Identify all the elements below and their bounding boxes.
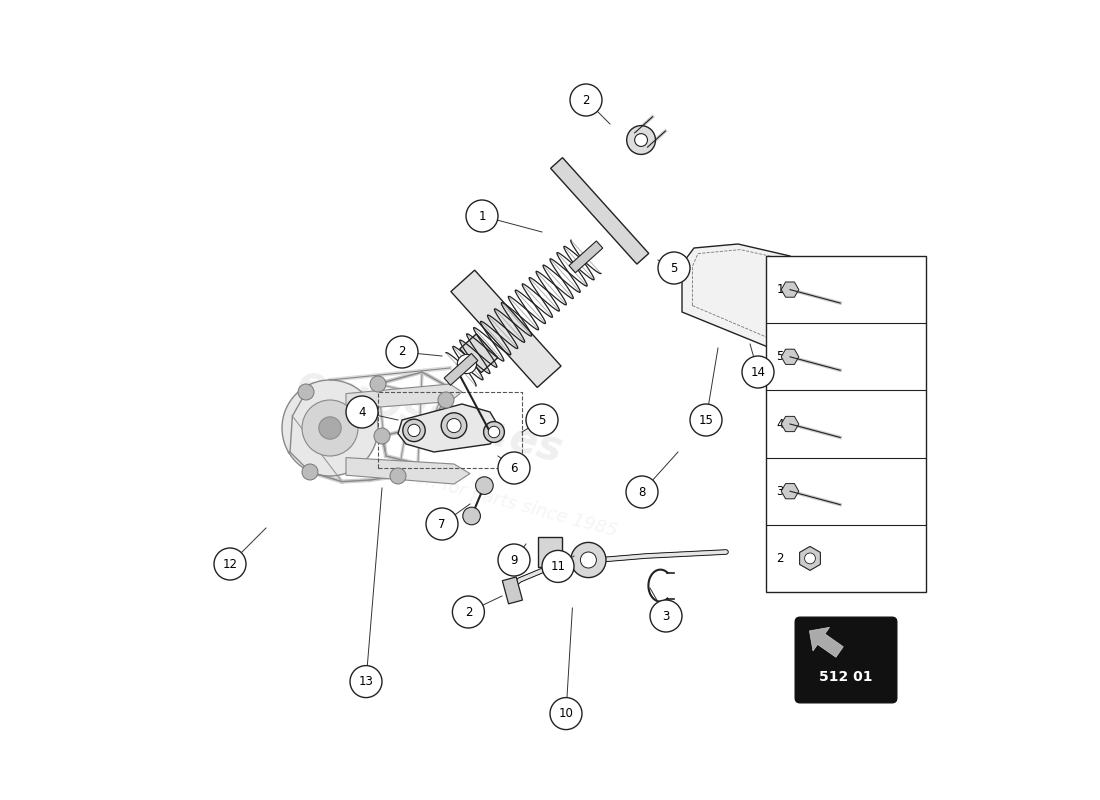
Polygon shape — [451, 270, 561, 387]
Text: 6: 6 — [510, 462, 518, 474]
Circle shape — [438, 392, 454, 408]
Circle shape — [626, 476, 658, 508]
Polygon shape — [460, 334, 498, 373]
FancyBboxPatch shape — [795, 618, 896, 702]
Text: 11: 11 — [550, 560, 565, 573]
Text: 5: 5 — [777, 350, 784, 363]
Circle shape — [408, 424, 420, 437]
Text: a passion for parts since 1985: a passion for parts since 1985 — [352, 452, 619, 540]
Polygon shape — [781, 416, 799, 432]
Circle shape — [458, 354, 476, 374]
Polygon shape — [551, 158, 649, 264]
Text: 7: 7 — [438, 518, 446, 530]
Circle shape — [526, 404, 558, 436]
FancyBboxPatch shape — [766, 256, 926, 592]
Circle shape — [542, 550, 574, 582]
Circle shape — [550, 698, 582, 730]
Text: 13: 13 — [359, 675, 373, 688]
Text: 2: 2 — [582, 94, 590, 106]
Polygon shape — [781, 282, 799, 298]
Polygon shape — [800, 546, 821, 570]
Circle shape — [386, 336, 418, 368]
Text: 4: 4 — [777, 418, 784, 430]
Text: 15: 15 — [698, 414, 714, 426]
Text: eurospar.es: eurospar.es — [293, 360, 568, 472]
Circle shape — [571, 542, 606, 578]
Polygon shape — [346, 458, 470, 484]
Text: 12: 12 — [222, 558, 238, 570]
Circle shape — [498, 544, 530, 576]
Circle shape — [298, 384, 314, 400]
Circle shape — [370, 376, 386, 392]
Circle shape — [581, 552, 596, 568]
Text: 2: 2 — [464, 606, 472, 618]
Polygon shape — [398, 404, 502, 452]
Polygon shape — [503, 577, 522, 604]
Circle shape — [463, 507, 481, 525]
Polygon shape — [781, 349, 799, 365]
Circle shape — [742, 356, 774, 388]
Text: 2: 2 — [398, 346, 406, 358]
Text: 10: 10 — [559, 707, 573, 720]
Text: 3: 3 — [777, 485, 784, 498]
Text: 2: 2 — [777, 552, 784, 565]
Text: 3: 3 — [662, 610, 670, 622]
Circle shape — [214, 548, 246, 580]
Text: 4: 4 — [359, 406, 365, 418]
Circle shape — [447, 418, 461, 433]
Polygon shape — [810, 627, 844, 658]
Circle shape — [403, 419, 426, 442]
Circle shape — [302, 464, 318, 480]
Circle shape — [635, 134, 648, 146]
Text: 1: 1 — [478, 210, 486, 222]
Polygon shape — [682, 244, 814, 356]
Circle shape — [390, 468, 406, 484]
Polygon shape — [538, 537, 562, 567]
Text: 512 01: 512 01 — [820, 670, 872, 684]
Circle shape — [441, 413, 466, 438]
Text: 5: 5 — [538, 414, 546, 426]
Polygon shape — [781, 483, 799, 499]
Circle shape — [804, 553, 815, 564]
Circle shape — [466, 200, 498, 232]
Circle shape — [426, 508, 458, 540]
Circle shape — [690, 404, 722, 436]
Text: 5: 5 — [670, 262, 678, 274]
Circle shape — [658, 252, 690, 284]
Text: 14: 14 — [750, 366, 766, 378]
Text: 8: 8 — [638, 486, 646, 498]
Circle shape — [484, 422, 505, 442]
Circle shape — [319, 417, 341, 439]
Polygon shape — [569, 241, 603, 273]
Circle shape — [627, 126, 656, 154]
Polygon shape — [444, 354, 477, 386]
Circle shape — [452, 596, 484, 628]
Circle shape — [350, 666, 382, 698]
Text: 15: 15 — [777, 283, 791, 296]
Circle shape — [374, 428, 390, 444]
Circle shape — [346, 396, 378, 428]
Circle shape — [282, 380, 378, 476]
Circle shape — [498, 452, 530, 484]
Circle shape — [650, 600, 682, 632]
Polygon shape — [346, 384, 462, 410]
Circle shape — [570, 84, 602, 116]
Circle shape — [488, 426, 499, 438]
Text: 9: 9 — [510, 554, 518, 566]
Circle shape — [302, 400, 358, 456]
Circle shape — [475, 477, 493, 494]
